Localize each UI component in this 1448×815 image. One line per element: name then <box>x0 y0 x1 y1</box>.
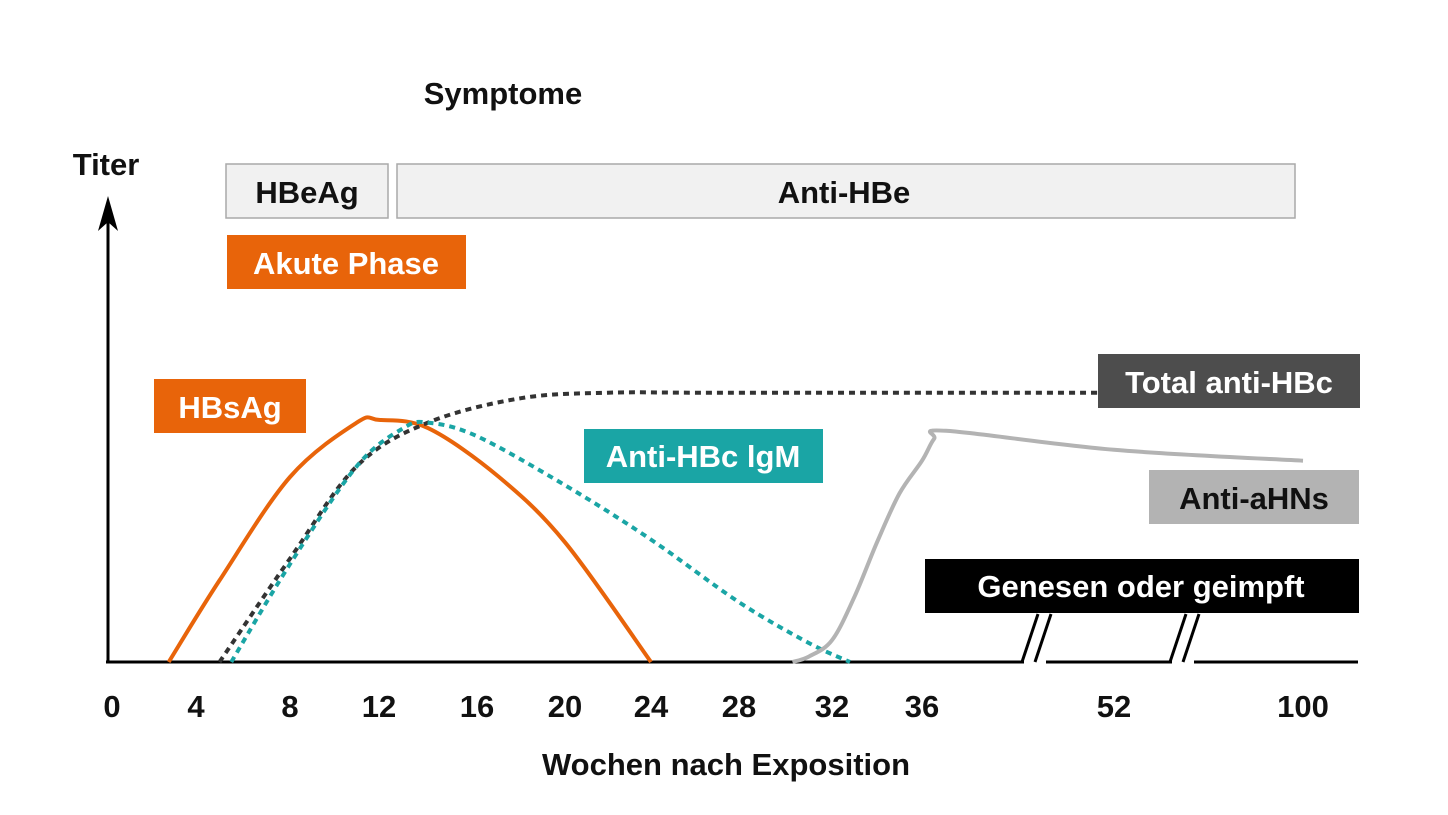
x-tick-label: 100 <box>1277 689 1329 724</box>
series-layer <box>167 390 1304 664</box>
axis-break-icon <box>1020 612 1053 664</box>
x-tick-label: 8 <box>281 689 298 724</box>
x-tick-label: 20 <box>548 689 582 724</box>
y-axis-label: Titer <box>73 147 140 182</box>
x-axis-label: Wochen nach Exposition <box>542 747 910 782</box>
x-tick-labels: 0 4 8 12 16 20 24 28 32 36 52 100 <box>103 689 1328 724</box>
annotation-anti-ahns-label: Anti-aHNs <box>1179 481 1329 516</box>
x-tick-label: 36 <box>905 689 939 724</box>
band-hbeag-box <box>225 163 389 219</box>
x-tick-label: 12 <box>362 689 396 724</box>
band-hbeag-label: HBeAg <box>255 175 358 210</box>
series-line-hbsag <box>167 415 653 664</box>
axes <box>98 196 1358 664</box>
phase-bands: HBeAg Anti-HBe Akute Phase <box>225 163 1296 289</box>
annotation-total-anti-hbc-label: Total anti-HBc <box>1125 365 1333 400</box>
series-annotations: HBsAg Anti-HBc lgM Total anti-HBc Anti-a… <box>154 354 1360 613</box>
axis-breaks <box>1020 612 1201 664</box>
y-axis-arrow-icon <box>98 196 118 231</box>
x-tick-label: 4 <box>187 689 205 724</box>
x-tick-label: 16 <box>460 689 494 724</box>
x-tick-label: 24 <box>634 689 669 724</box>
x-tick-label: 28 <box>722 689 756 724</box>
series-line-anti-ahns <box>791 428 1304 664</box>
band-anti-hbe-box <box>396 163 1296 219</box>
band-akute-phase-label: Akute Phase <box>253 246 439 281</box>
annotation-anti-hbc-igm-label: Anti-HBc lgM <box>606 439 801 474</box>
annotation-genesen-box <box>925 559 1359 613</box>
annotation-hbsag-label: HBsAg <box>178 390 281 425</box>
series-line-total-anti-hbc <box>217 390 1303 664</box>
band-akute-phase-box <box>227 235 466 289</box>
axis-break-icon <box>1168 612 1201 664</box>
x-tick-label: 32 <box>815 689 849 724</box>
annotation-hbsag-box <box>154 379 306 433</box>
symptoms-label: Symptome <box>424 76 582 111</box>
annotation-genesen-label: Genesen oder geimpft <box>977 569 1304 604</box>
x-tick-label: 0 <box>103 689 120 724</box>
annotation-anti-hbc-igm-box <box>584 429 823 483</box>
x-tick-label: 52 <box>1097 689 1131 724</box>
band-anti-hbe-label: Anti-HBe <box>778 175 911 210</box>
annotation-anti-ahns-box <box>1149 470 1359 524</box>
series-line-anti-hbc-lgm <box>229 419 851 664</box>
annotation-total-anti-hbc-box <box>1098 354 1360 408</box>
